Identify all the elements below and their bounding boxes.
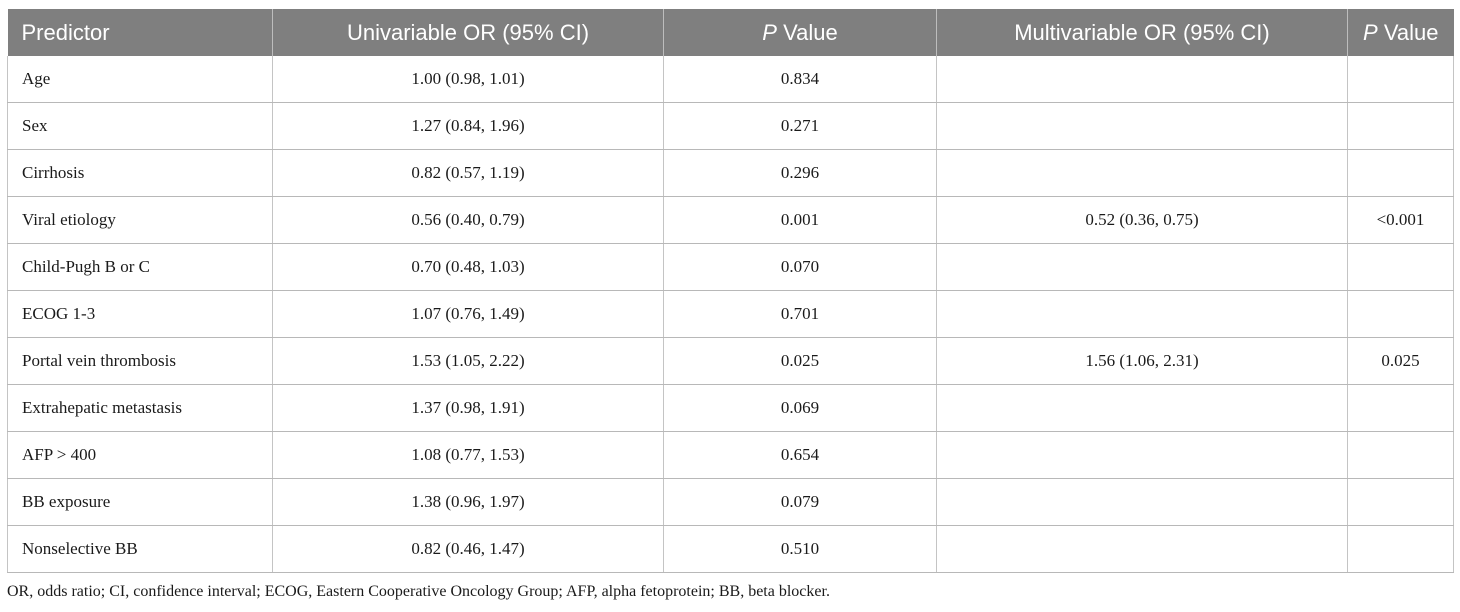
header-p-rest: Value xyxy=(1377,19,1439,45)
cell-univariable-p: 0.654 xyxy=(663,431,937,479)
table-row: Nonselective BB 0.82 (0.46, 1.47) 0.510 xyxy=(7,525,1454,573)
header-univariable-or: Univariable OR (95% CI) xyxy=(272,9,664,56)
cell-univariable-or: 0.82 (0.57, 1.19) xyxy=(272,149,664,197)
cell-multivariable-p xyxy=(1347,243,1454,291)
cell-predictor: Portal vein thrombosis xyxy=(7,337,273,385)
header-p-italic: P xyxy=(762,19,777,45)
cell-univariable-p: 0.701 xyxy=(663,290,937,338)
cell-univariable-or: 1.27 (0.84, 1.96) xyxy=(272,102,664,150)
cell-univariable-p: 0.001 xyxy=(663,196,937,244)
table-row: Viral etiology 0.56 (0.40, 0.79) 0.001 0.52… xyxy=(7,196,1454,244)
cell-univariable-p: 0.271 xyxy=(663,102,937,150)
cell-univariable-or: 1.37 (0.98, 1.91) xyxy=(272,384,664,432)
cell-multivariable-or xyxy=(936,102,1348,150)
cell-univariable-p: 0.296 xyxy=(663,149,937,197)
cell-predictor: Extrahepatic metastasis xyxy=(7,384,273,432)
cell-multivariable-or xyxy=(936,290,1348,338)
cell-predictor: Nonselective BB xyxy=(7,525,273,573)
table-row: Extrahepatic metastasis 1.37 (0.98, 1.91)… xyxy=(7,384,1454,432)
cell-predictor: BB exposure xyxy=(7,478,273,526)
odds-ratio-table: Predictor Univariable OR (95% CI) P Valu… xyxy=(7,9,1454,573)
header-p-rest: Value xyxy=(776,19,838,45)
cell-univariable-p: 0.025 xyxy=(663,337,937,385)
cell-predictor: Cirrhosis xyxy=(7,149,273,197)
cell-multivariable-p: 0.025 xyxy=(1347,337,1454,385)
cell-multivariable-p xyxy=(1347,56,1454,103)
table-row: BB exposure 1.38 (0.96, 1.97) 0.079 xyxy=(7,478,1454,526)
cell-multivariable-p xyxy=(1347,290,1454,338)
cell-multivariable-or xyxy=(936,243,1348,291)
cell-multivariable-or xyxy=(936,525,1348,573)
cell-multivariable-p xyxy=(1347,384,1454,432)
cell-multivariable-or xyxy=(936,478,1348,526)
cell-univariable-p: 0.069 xyxy=(663,384,937,432)
cell-multivariable-or: 0.52 (0.36, 0.75) xyxy=(936,196,1348,244)
cell-multivariable-p xyxy=(1347,431,1454,479)
table-row: Portal vein thrombosis 1.53 (1.05, 2.22) 0… xyxy=(7,337,1454,385)
table-row: Cirrhosis 0.82 (0.57, 1.19) 0.296 xyxy=(7,149,1454,197)
cell-univariable-or: 1.38 (0.96, 1.97) xyxy=(272,478,664,526)
cell-multivariable-or xyxy=(936,431,1348,479)
table-header-row: Predictor Univariable OR (95% CI) P Valu… xyxy=(7,9,1454,56)
cell-multivariable-or: 1.56 (1.06, 2.31) xyxy=(936,337,1348,385)
header-multivariable-p-value: P Value xyxy=(1347,9,1454,56)
cell-predictor: Viral etiology xyxy=(7,196,273,244)
cell-predictor: Age xyxy=(7,56,273,103)
cell-univariable-or: 0.70 (0.48, 1.03) xyxy=(272,243,664,291)
header-predictor: Predictor xyxy=(7,9,273,56)
cell-univariable-p: 0.070 xyxy=(663,243,937,291)
header-multivariable-or: Multivariable OR (95% CI) xyxy=(936,9,1348,56)
cell-multivariable-p xyxy=(1347,478,1454,526)
cell-predictor: Child-Pugh B or C xyxy=(7,243,273,291)
cell-univariable-or: 1.00 (0.98, 1.01) xyxy=(272,56,664,103)
table-footnote: OR, odds ratio; CI, confidence interval;… xyxy=(7,583,830,600)
table-row: Age 1.00 (0.98, 1.01) 0.834 xyxy=(7,56,1454,103)
cell-multivariable-p xyxy=(1347,102,1454,150)
cell-univariable-p: 0.079 xyxy=(663,478,937,526)
header-univariable-p-value: P Value xyxy=(663,9,937,56)
cell-multivariable-or xyxy=(936,56,1348,103)
cell-univariable-or: 0.82 (0.46, 1.47) xyxy=(272,525,664,573)
cell-predictor: Sex xyxy=(7,102,273,150)
table-row: Child-Pugh B or C 0.70 (0.48, 1.03) 0.070 xyxy=(7,243,1454,291)
cell-univariable-or: 1.08 (0.77, 1.53) xyxy=(272,431,664,479)
cell-univariable-p: 0.510 xyxy=(663,525,937,573)
cell-predictor: ECOG 1-3 xyxy=(7,290,273,338)
table-row: Sex 1.27 (0.84, 1.96) 0.271 xyxy=(7,102,1454,150)
cell-multivariable-or xyxy=(936,149,1348,197)
header-p-italic: P xyxy=(1363,19,1378,45)
table-row: AFP > 400 1.08 (0.77, 1.53) 0.654 xyxy=(7,431,1454,479)
cell-univariable-or: 1.53 (1.05, 2.22) xyxy=(272,337,664,385)
cell-univariable-or: 1.07 (0.76, 1.49) xyxy=(272,290,664,338)
cell-multivariable-p: <0.001 xyxy=(1347,196,1454,244)
table-body: Age 1.00 (0.98, 1.01) 0.834 Sex 1.27 (0.84, … xyxy=(7,56,1454,573)
cell-univariable-p: 0.834 xyxy=(663,56,937,103)
cell-multivariable-p xyxy=(1347,525,1454,573)
cell-multivariable-or xyxy=(936,384,1348,432)
table-row: ECOG 1-3 1.07 (0.76, 1.49) 0.701 xyxy=(7,290,1454,338)
cell-multivariable-p xyxy=(1347,149,1454,197)
results-table-container: Predictor Univariable OR (95% CI) P Valu… xyxy=(7,9,1454,573)
cell-univariable-or: 0.56 (0.40, 0.79) xyxy=(272,196,664,244)
cell-predictor: AFP > 400 xyxy=(7,431,273,479)
